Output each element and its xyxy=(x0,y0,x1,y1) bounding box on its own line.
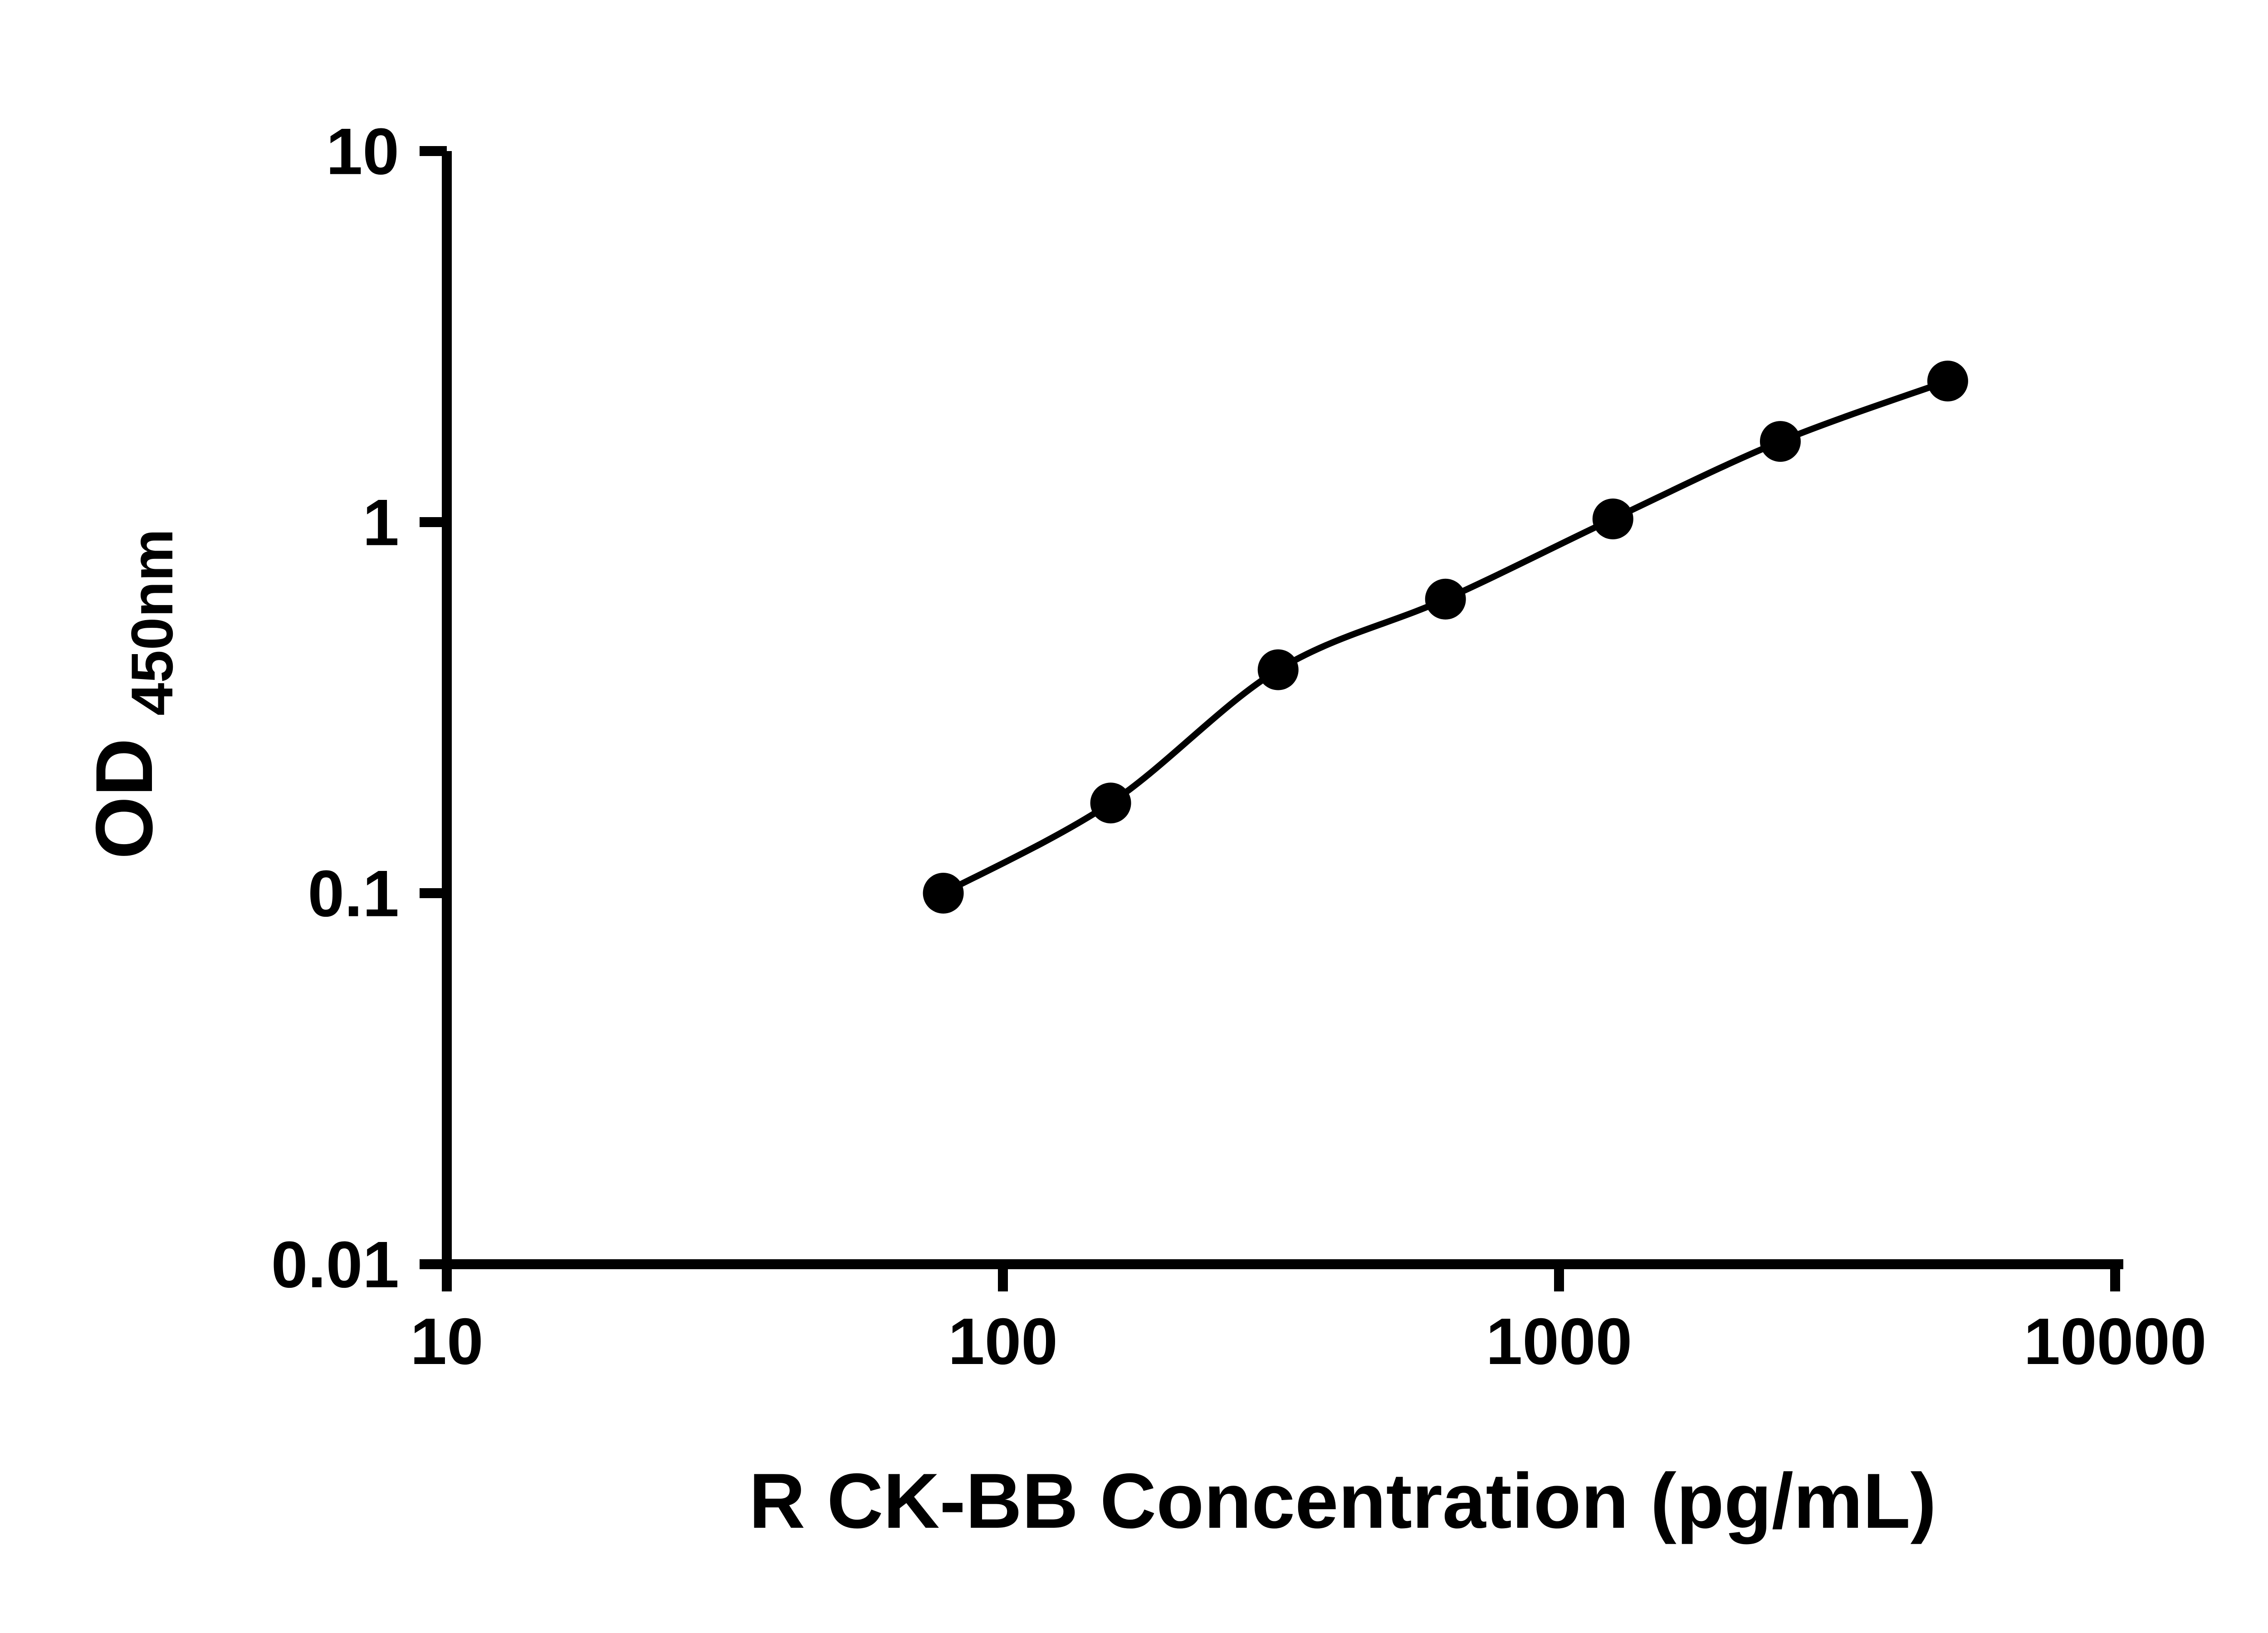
y-axis-title-subscript: 450nm xyxy=(119,529,185,716)
data-point xyxy=(1592,499,1633,539)
x-axis-tick-label: 10000 xyxy=(2024,1305,2206,1378)
y-axis-tick-label: 0.1 xyxy=(308,857,399,930)
x-axis-title: R CK-BB Concentration (pg/mL) xyxy=(749,1457,1936,1545)
data-point xyxy=(1760,421,1801,462)
svg-text:OD 450nm: OD 450nm xyxy=(79,529,185,859)
x-axis-tick-label: 1000 xyxy=(1486,1305,1633,1378)
y-axis-title: OD 450nm xyxy=(79,529,185,859)
y-axis-tick-label: 10 xyxy=(326,115,399,188)
x-axis-tick-label: 10 xyxy=(410,1305,483,1378)
y-axis-tick-label: 1 xyxy=(362,486,399,559)
data-point xyxy=(1090,782,1131,824)
y-axis-tick-label: 0.01 xyxy=(271,1228,399,1301)
axis-spine xyxy=(442,151,2123,1269)
fit-curve xyxy=(942,378,1949,896)
data-point xyxy=(1425,578,1466,620)
y-axis-title-main: OD xyxy=(79,738,169,859)
data-point xyxy=(923,873,964,914)
chart-generated-layer: 0.01 0.1 1 10 10 100 1000 10000 xyxy=(271,115,2207,1378)
data-point xyxy=(1257,649,1299,690)
data-point xyxy=(1927,361,1968,401)
x-axis-tick-label: 100 xyxy=(948,1305,1058,1378)
